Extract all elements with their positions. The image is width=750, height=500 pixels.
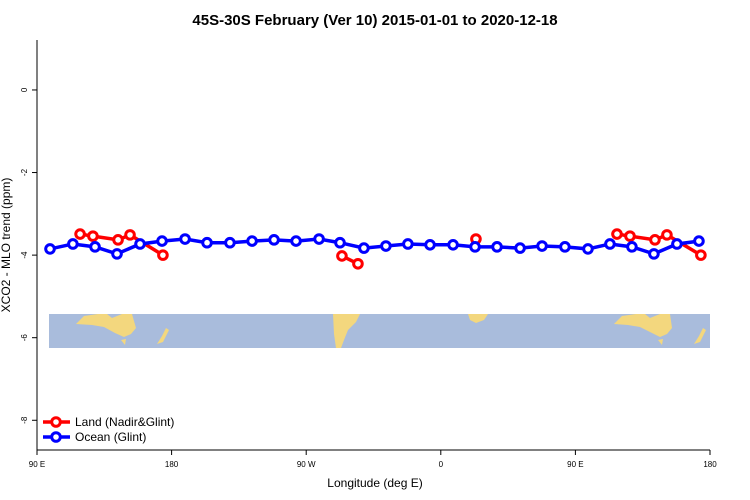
x-tick-label: 0 (439, 460, 444, 469)
point (334, 236, 346, 249)
point (695, 249, 707, 261)
point (611, 228, 623, 240)
point (179, 233, 191, 245)
point (358, 242, 370, 254)
y-axis-label: XCO2 - MLO trend (ppm) (0, 178, 13, 313)
point (380, 240, 392, 252)
x-tick-label: 90 W (297, 460, 316, 469)
point (89, 241, 101, 253)
point (624, 230, 636, 242)
point (648, 248, 660, 260)
point (336, 250, 348, 262)
point (469, 241, 481, 253)
point (559, 241, 571, 253)
point (313, 233, 325, 245)
land-nz (157, 328, 169, 344)
y-tick-label: -6 (20, 334, 29, 342)
y-tick-label: 0 (20, 87, 29, 92)
ocean-band (49, 314, 710, 348)
point (290, 235, 302, 247)
point (246, 235, 258, 247)
x-tick-label: 90 E (29, 460, 45, 469)
point (491, 241, 503, 253)
point (671, 238, 683, 250)
point (74, 228, 86, 240)
point (157, 249, 169, 261)
point (661, 229, 673, 241)
legend-label: Land (Nadir&Glint) (75, 415, 174, 429)
point (44, 243, 56, 255)
legend-marker (50, 416, 62, 428)
point (649, 234, 661, 246)
point (402, 238, 414, 250)
point (693, 235, 705, 247)
land-south-america (333, 314, 360, 348)
map-band (49, 314, 710, 348)
x-tick-label: 180 (165, 460, 179, 469)
land-africa (468, 314, 488, 323)
point (112, 234, 124, 246)
point (124, 229, 136, 241)
y-tick-label: -2 (20, 168, 29, 176)
point (514, 242, 526, 254)
chart-title: 45S-30S February (Ver 10) 2015-01-01 to … (192, 12, 557, 29)
point (224, 236, 236, 249)
x-tick-label: 180 (703, 460, 717, 469)
point (424, 238, 436, 251)
point (67, 238, 79, 250)
legend-marker (50, 431, 62, 443)
point (134, 238, 146, 250)
point (201, 236, 213, 249)
land-australia-2 (614, 314, 672, 345)
point (156, 235, 168, 247)
legend-label: Ocean (Glint) (75, 430, 146, 444)
land-nz-2 (694, 328, 706, 344)
point (582, 243, 594, 255)
y-tick-label: -4 (20, 251, 29, 259)
point (111, 248, 123, 260)
point (626, 241, 638, 253)
y-tick-label: -8 (20, 416, 29, 424)
x-tick-label: 90 E (567, 460, 583, 469)
point (352, 257, 364, 270)
point (536, 240, 548, 252)
point (447, 238, 459, 251)
x-axis-label: Longitude (deg E) (327, 476, 422, 490)
land-australia (76, 314, 136, 345)
point (87, 230, 99, 242)
point (604, 238, 616, 250)
point (268, 234, 280, 246)
